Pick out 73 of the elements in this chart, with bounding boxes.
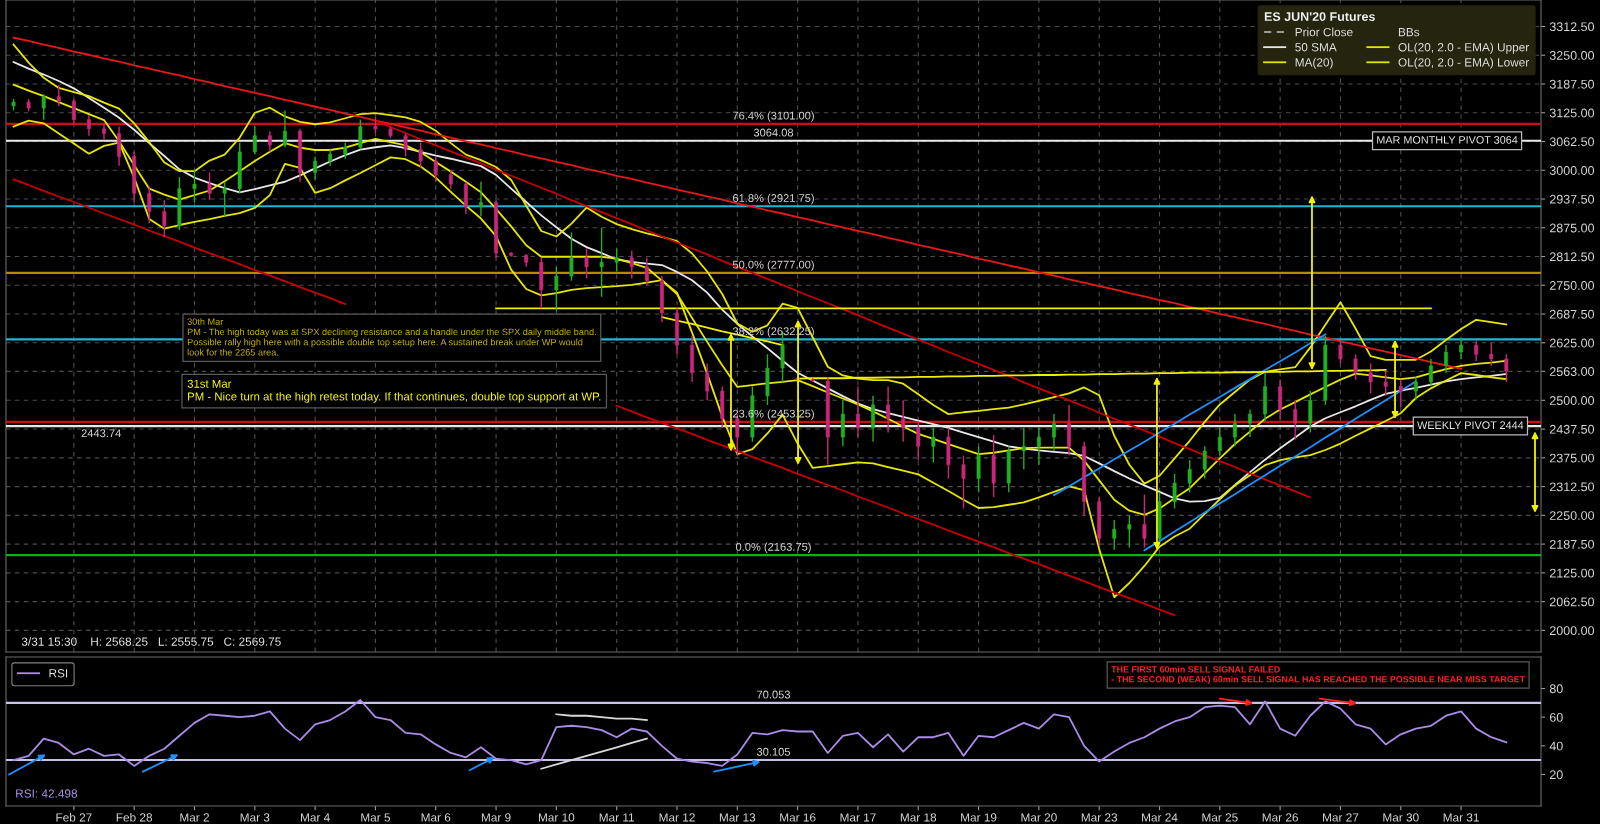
annotation: WEEKLY PIVOT 2444 xyxy=(1417,421,1524,429)
y-tick-label: 2250.00 xyxy=(1549,511,1595,520)
ref-line-label: 30.105 xyxy=(756,747,791,756)
x-tick-label: Mar 20 xyxy=(1021,813,1057,822)
ref-line-label: 61.8% (2921.75) xyxy=(732,193,814,205)
x-tick-label: Mar 10 xyxy=(538,813,575,822)
y-tick-label: 2625.00 xyxy=(1549,338,1595,348)
legend-label: OL(20, 2.0 - EMA) Upper xyxy=(1398,42,1530,54)
legend-label: RSI xyxy=(49,669,68,678)
x-tick-label: Mar 17 xyxy=(840,813,876,822)
annotation: 3/31 15:30 H: 2568.25 L: 2555.75 C: 2569.75 xyxy=(21,637,281,646)
y-tick-label: 2812.50 xyxy=(1549,252,1595,262)
x-tick-label: Mar 24 xyxy=(1142,813,1178,822)
x-tick-label: Mar 26 xyxy=(1262,813,1298,822)
annotation: 31st Mar PM - Nice turn at the high retest today. If that continues, double top support at WP. xyxy=(187,379,601,403)
x-tick-label: Mar 12 xyxy=(659,813,695,822)
annotation: THE FIRST 60min SELL SIGNAL FAILED - THE SECOND (WEAK) 60min SELL SIGNAL HAS REACHED THE POSSIBLE NEAR MISS TARGET xyxy=(1111,665,1525,685)
y-tick-label: 2125.00 xyxy=(1549,568,1595,578)
y-tick-label: 60 xyxy=(1549,712,1563,722)
ref-line-label: 50.0% (2777.00) xyxy=(732,260,814,271)
y-tick-label: 2937.50 xyxy=(1549,194,1595,204)
y-tick-label: 2312.50 xyxy=(1549,482,1595,492)
y-tick-label: 3125.00 xyxy=(1549,108,1595,118)
ref-line-label: 2443.74 xyxy=(81,429,121,438)
y-tick-label: 3187.50 xyxy=(1549,79,1595,89)
y-tick-label: 80 xyxy=(1549,684,1563,694)
y-tick-label: 2062.50 xyxy=(1549,597,1595,607)
annotation: 30th Mar PM - The high today was at SPX declining resistance and a handle under the SPX daily middle band. Possible rally high here with a possible double top setup here. A sustained break under WP would look for the 2265 area. xyxy=(187,318,596,356)
y-tick-label: 2875.00 xyxy=(1549,223,1595,233)
x-tick-label: Mar 3 xyxy=(240,813,270,822)
y-tick-label: 2500.00 xyxy=(1549,396,1595,405)
x-tick-label: Mar 13 xyxy=(719,813,756,822)
x-tick-label: Mar 11 xyxy=(599,813,635,822)
ref-line-label: 3064.08 xyxy=(753,128,794,137)
x-tick-label: Mar 25 xyxy=(1202,813,1238,822)
legend-label: OL(20, 2.0 - EMA) Lower xyxy=(1398,57,1530,69)
annotation: MAR MONTHLY PIVOT 3064 xyxy=(1377,136,1518,144)
x-tick-label: Mar 5 xyxy=(361,813,391,822)
y-tick-label: 2375.00 xyxy=(1549,453,1595,463)
y-tick-label: 2187.50 xyxy=(1549,539,1595,549)
y-tick-label: 2750.00 xyxy=(1549,281,1595,290)
y-tick-label: 2000.00 xyxy=(1549,626,1595,636)
legend-title: ES JUN'20 Futures xyxy=(1264,12,1375,21)
ref-line-label: 0.0% (2163.75) xyxy=(735,542,811,553)
x-tick-label: Mar 4 xyxy=(300,813,330,822)
y-tick-label: 3312.50 xyxy=(1549,22,1595,32)
y-tick-label: 3250.00 xyxy=(1549,51,1595,60)
x-tick-label: Mar 18 xyxy=(900,813,937,822)
y-tick-label: 20 xyxy=(1549,770,1563,780)
x-tick-label: Feb 28 xyxy=(116,812,153,822)
y-tick-label: 2437.50 xyxy=(1549,424,1595,434)
legend-label: MA(20) xyxy=(1295,57,1333,69)
annotation: RSI: 42.498 xyxy=(16,789,78,798)
y-tick-label: 2563.00 xyxy=(1549,367,1595,376)
ref-line-label: 70.053 xyxy=(757,690,791,699)
x-tick-label: Mar 23 xyxy=(1081,813,1118,822)
ref-line-label: 76.4% (3101.00) xyxy=(732,111,814,122)
x-tick-label: Mar 6 xyxy=(421,813,451,822)
x-tick-label: Mar 16 xyxy=(780,813,816,822)
x-tick-label: Mar 2 xyxy=(180,813,209,822)
y-tick-label: 3000.00 xyxy=(1549,166,1595,175)
x-tick-label: Mar 9 xyxy=(481,813,511,822)
legend-label: 50 SMA xyxy=(1295,43,1337,52)
y-tick-label: 40 xyxy=(1549,741,1563,751)
x-tick-label: Mar 30 xyxy=(1383,813,1419,822)
x-tick-label: Feb 27 xyxy=(56,812,92,822)
annotation: BBs xyxy=(1398,28,1420,37)
x-tick-label: Mar 19 xyxy=(961,813,997,822)
x-tick-label: Mar 27 xyxy=(1323,813,1359,822)
y-tick-label: 3062.50 xyxy=(1549,137,1595,147)
x-tick-label: Mar 31 xyxy=(1443,813,1479,822)
legend-label: Prior Close xyxy=(1295,27,1353,37)
y-tick-label: 2687.50 xyxy=(1549,309,1595,319)
